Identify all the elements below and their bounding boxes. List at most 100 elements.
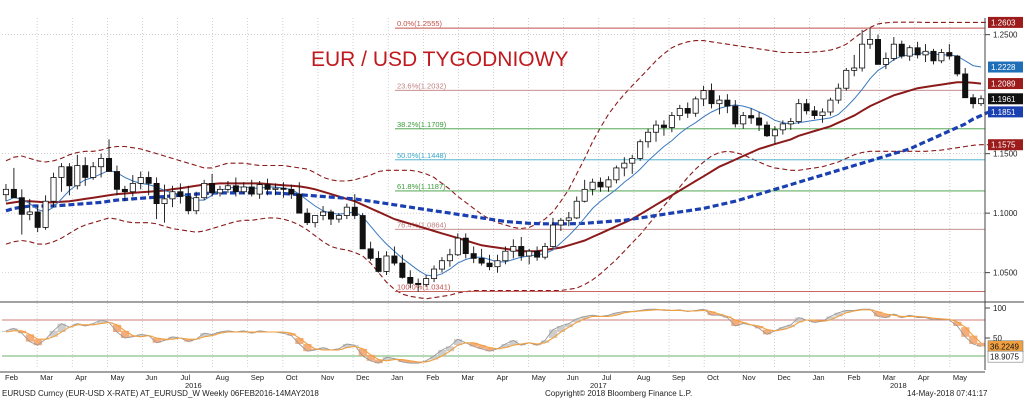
candle-body	[645, 131, 652, 143]
footer-bar: EURUSD Curncy (EUR-USD X-RATE) AT_EURUSD…	[0, 388, 1024, 401]
candle-body	[660, 124, 667, 128]
month-label: Feb	[848, 373, 861, 382]
month-label: Jun	[567, 373, 579, 382]
candle-body	[700, 90, 707, 100]
oscillator-k-line	[5, 308, 982, 364]
candle-body	[185, 196, 192, 212]
candle-body	[605, 179, 612, 188]
candle-body	[248, 186, 255, 195]
oscillator-fill	[953, 321, 962, 326]
candle-body	[549, 224, 556, 247]
candle-body	[224, 185, 231, 190]
oscillator-fill	[160, 339, 169, 341]
oscillator-d-line	[5, 309, 982, 363]
candle-body	[819, 111, 826, 116]
candle-body	[478, 257, 485, 264]
month-label: Mar	[883, 373, 896, 382]
oscillator-fill	[453, 339, 463, 346]
candle-body	[867, 39, 874, 45]
candle-body	[914, 47, 921, 56]
candle-body	[161, 198, 168, 205]
candle-body	[359, 215, 366, 250]
oscillator-fill	[295, 338, 304, 344]
year-label: 2016	[185, 381, 202, 390]
fibonacci-label: 38.2%(1.1709)	[397, 120, 447, 129]
candle-body	[462, 237, 469, 254]
candle-body	[327, 211, 335, 220]
candle-body	[34, 211, 41, 228]
candle-body	[335, 215, 342, 220]
oscillator-fill	[255, 330, 264, 332]
stochastic-oscillator	[0, 301, 1024, 364]
candle-body	[859, 43, 866, 69]
candle-body	[874, 39, 881, 65]
fibonacci-label: 76.4%(1.0864)	[397, 220, 447, 229]
month-label: Jun	[145, 373, 157, 382]
candle-body	[962, 73, 969, 99]
value-tag-box	[988, 139, 1023, 151]
month-label: Dec	[356, 373, 370, 382]
candle-body	[106, 158, 113, 172]
candle-body	[145, 177, 152, 184]
candle-body	[835, 87, 842, 101]
candle-body	[589, 181, 596, 190]
oscillator-fill	[826, 316, 835, 320]
candle-body	[375, 257, 382, 272]
candle-body	[320, 211, 327, 216]
oscillator-fill	[620, 311, 629, 313]
candle-body	[581, 188, 588, 202]
candle-body	[502, 250, 509, 262]
bollinger-lower-line	[5, 144, 989, 300]
oscillator-fill	[414, 362, 423, 364]
month-label: Apr	[497, 373, 509, 382]
oscillator-fill	[905, 315, 914, 317]
oscillator-fill	[17, 330, 27, 334]
month-label: Dec	[777, 373, 791, 382]
month-label: May	[110, 373, 124, 382]
candle-body	[367, 248, 374, 259]
oscillator-fill	[57, 323, 66, 332]
candle-body	[304, 212, 311, 224]
oscillator-fill	[97, 320, 106, 324]
oscillator-fill	[612, 312, 621, 316]
candle-body	[98, 158, 105, 168]
last-value-tags: 1.2603 1.2228 1.2089 1.1961 1.1851 1.1575 36.2…	[987, 16, 1024, 363]
candle-body	[216, 188, 224, 194]
value-tag-box	[988, 78, 1023, 90]
oscillator-fill	[842, 310, 851, 313]
oscillator-fill	[889, 314, 899, 316]
oscillator-fill	[588, 315, 597, 317]
candle-body	[882, 58, 889, 65]
oscillator-fill	[517, 344, 526, 346]
oscillator-fill	[881, 314, 891, 318]
oscillator-fill	[128, 335, 138, 337]
month-label: Feb	[426, 373, 439, 382]
candle-body	[280, 187, 287, 190]
month-label: Apr	[918, 373, 930, 382]
ma-long-line	[5, 81, 982, 253]
candle-body	[50, 177, 57, 202]
candle-body	[922, 50, 929, 56]
oscillator-fill	[564, 323, 574, 328]
fibonacci-label: 50.0%(1.1448)	[397, 151, 447, 160]
candle-body	[10, 188, 17, 199]
oscillator-fill	[604, 315, 613, 317]
oscillator-fill	[9, 328, 19, 331]
oscillator-fill	[358, 348, 367, 356]
price-tick-label: 1.1500	[993, 150, 1018, 159]
month-label: Mar	[40, 373, 53, 382]
candle-body	[74, 165, 81, 187]
oscillator-fill	[2, 330, 11, 332]
candle-body	[692, 98, 699, 114]
candle-body	[423, 278, 430, 285]
candle-body	[66, 166, 73, 187]
candle-body	[787, 121, 794, 125]
month-label: Oct	[707, 373, 720, 382]
oscillator-fill	[469, 342, 478, 347]
oscillator-fill	[961, 327, 970, 337]
price-tick-label: 1.1000	[993, 209, 1018, 218]
month-label: Jul	[181, 373, 191, 382]
candle-body	[272, 187, 279, 190]
value-tag-label: 1.1851	[991, 108, 1016, 117]
